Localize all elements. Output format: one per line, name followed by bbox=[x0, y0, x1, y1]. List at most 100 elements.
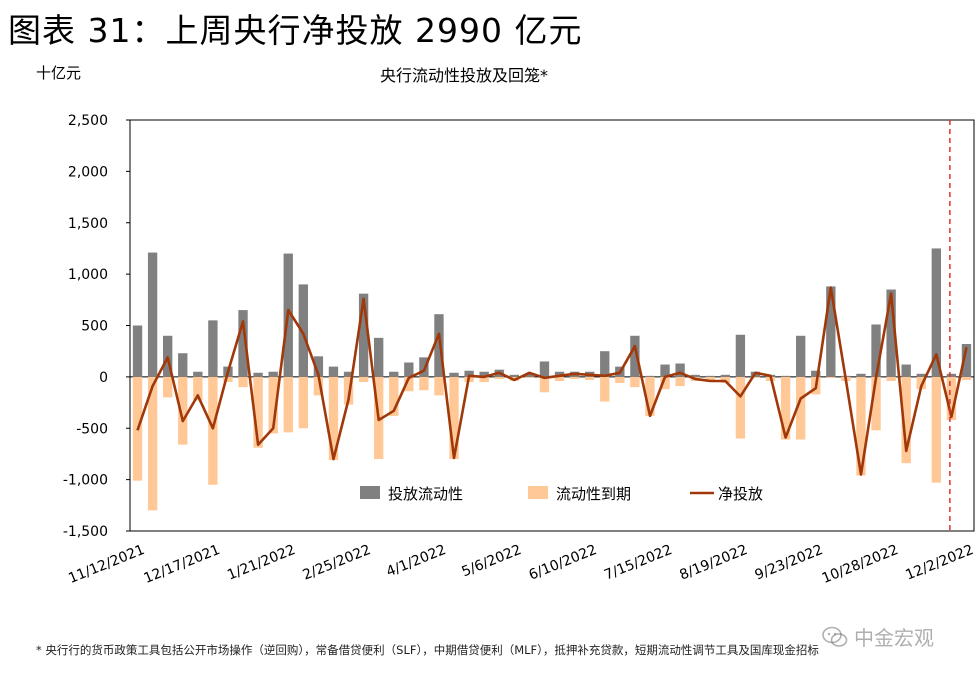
injection-bar bbox=[238, 310, 248, 377]
maturity-bar bbox=[796, 376, 806, 440]
maturity-bar bbox=[147, 376, 158, 511]
injection-bar bbox=[268, 371, 278, 377]
x-tick-label: 8/19/2022 bbox=[677, 542, 750, 584]
maturity-bar bbox=[615, 376, 625, 384]
injection-bar bbox=[961, 343, 972, 377]
x-tick-label: 2/25/2022 bbox=[301, 542, 374, 584]
y-tick-label: 500 bbox=[81, 319, 108, 335]
injection-bar bbox=[660, 364, 670, 377]
maturity-bar bbox=[283, 376, 293, 433]
y-tick-label: -1,500 bbox=[63, 524, 108, 540]
injection-bar bbox=[147, 252, 158, 377]
maturity-bar bbox=[946, 376, 957, 421]
page-title: 图表 31：上周央行净投放 2990 亿元 bbox=[8, 11, 583, 50]
maturity-bar bbox=[524, 376, 535, 378]
maturity-bar bbox=[931, 376, 941, 483]
legend-swatch bbox=[360, 486, 380, 499]
y-axis-unit-label: 十亿元 bbox=[36, 64, 82, 82]
injection-bar bbox=[193, 371, 203, 377]
injection-bar bbox=[811, 370, 821, 377]
bars bbox=[132, 248, 972, 511]
maturity-bar bbox=[886, 376, 896, 381]
maturity-bar bbox=[238, 376, 248, 388]
injection-bar bbox=[705, 375, 715, 377]
maturity-bar bbox=[750, 376, 761, 378]
injection-bar bbox=[328, 366, 339, 377]
maturity-bar bbox=[419, 376, 429, 391]
maturity-bar bbox=[389, 376, 399, 416]
maturity-bar bbox=[193, 376, 203, 401]
injection-bar bbox=[389, 371, 399, 377]
injection-bar bbox=[404, 362, 414, 377]
maturity-bar bbox=[268, 376, 278, 434]
net-injection-line bbox=[136, 286, 968, 476]
injection-bar bbox=[690, 374, 700, 377]
legend-swatch bbox=[528, 486, 548, 499]
maturity-bar bbox=[178, 376, 188, 445]
wechat-icon bbox=[822, 626, 848, 647]
maturity-bar bbox=[660, 376, 670, 390]
x-tick-label: 1/21/2022 bbox=[225, 542, 298, 584]
injection-bar bbox=[313, 356, 324, 377]
maturity-bar bbox=[961, 376, 972, 380]
maturity-bar bbox=[780, 376, 791, 440]
injection-bar bbox=[208, 320, 218, 377]
injection-bar bbox=[434, 314, 444, 377]
x-tick-label: 7/15/2022 bbox=[602, 542, 675, 584]
maturity-bar bbox=[449, 376, 459, 460]
maturity-bar bbox=[358, 376, 369, 383]
injection-bar bbox=[554, 371, 565, 377]
maturity-bar bbox=[675, 376, 685, 387]
injection-bar bbox=[780, 375, 791, 377]
x-tick-label: 12/2/2022 bbox=[903, 542, 976, 584]
injection-bar bbox=[343, 371, 354, 377]
injection-bar bbox=[856, 373, 866, 377]
injection-bar bbox=[132, 325, 143, 377]
maturity-bar bbox=[298, 376, 308, 429]
injection-bar bbox=[826, 286, 836, 377]
maturity-bar bbox=[735, 376, 746, 439]
y-tick-label: 0 bbox=[99, 370, 108, 386]
injection-bar bbox=[479, 371, 489, 377]
x-tick-label: 12/17/2021 bbox=[142, 542, 223, 587]
maturity-bar bbox=[479, 376, 489, 383]
maturity-bar bbox=[600, 376, 610, 402]
x-tick-label: 6/10/2022 bbox=[527, 542, 600, 584]
maturity-bar bbox=[645, 376, 655, 416]
injection-bar bbox=[735, 334, 746, 377]
watermark: 中金宏观 bbox=[822, 622, 934, 651]
injection-bar bbox=[449, 372, 459, 377]
x-tick-label: 10/28/2022 bbox=[820, 542, 901, 587]
injection-bar bbox=[178, 353, 188, 377]
y-tick-label: -500 bbox=[76, 421, 108, 437]
maturity-bar bbox=[901, 376, 911, 464]
y-tick-label: 1,500 bbox=[68, 216, 108, 232]
legend: 投放流动性 流动性到期 净投放 bbox=[360, 485, 763, 503]
injection-bar bbox=[630, 335, 640, 377]
injection-bar bbox=[645, 375, 655, 377]
x-tick-label: 4/1/2022 bbox=[384, 542, 448, 580]
injection-bar bbox=[358, 293, 369, 377]
y-tick-label: -1,000 bbox=[63, 473, 108, 489]
axes: 2,500 2,000 1,500 1,000 500 0 -500 -1,000 -1,500… bbox=[63, 113, 976, 587]
x-tick-label: 9/23/2022 bbox=[753, 542, 826, 584]
injection-bar bbox=[374, 337, 384, 377]
injection-bar bbox=[464, 370, 474, 377]
legend-label: 流动性到期 bbox=[556, 485, 631, 503]
maturity-bar bbox=[871, 376, 881, 431]
injection-bar bbox=[539, 361, 550, 377]
y-tick-label: 1,000 bbox=[68, 267, 108, 283]
injection-bar bbox=[871, 324, 881, 377]
maturity-bar bbox=[208, 376, 218, 485]
injection-bar bbox=[600, 351, 610, 377]
maturity-bar bbox=[253, 376, 263, 448]
maturity-bar bbox=[313, 376, 324, 396]
chart-title: 央行流动性投放及回笼* bbox=[380, 66, 549, 85]
legend-label: 净投放 bbox=[718, 485, 763, 503]
maturity-bar bbox=[630, 376, 640, 388]
injection-bar bbox=[916, 373, 926, 377]
injection-bar bbox=[946, 373, 957, 377]
injection-bar bbox=[796, 335, 806, 377]
maturity-bar bbox=[163, 376, 173, 398]
maturity-bar bbox=[539, 376, 550, 393]
